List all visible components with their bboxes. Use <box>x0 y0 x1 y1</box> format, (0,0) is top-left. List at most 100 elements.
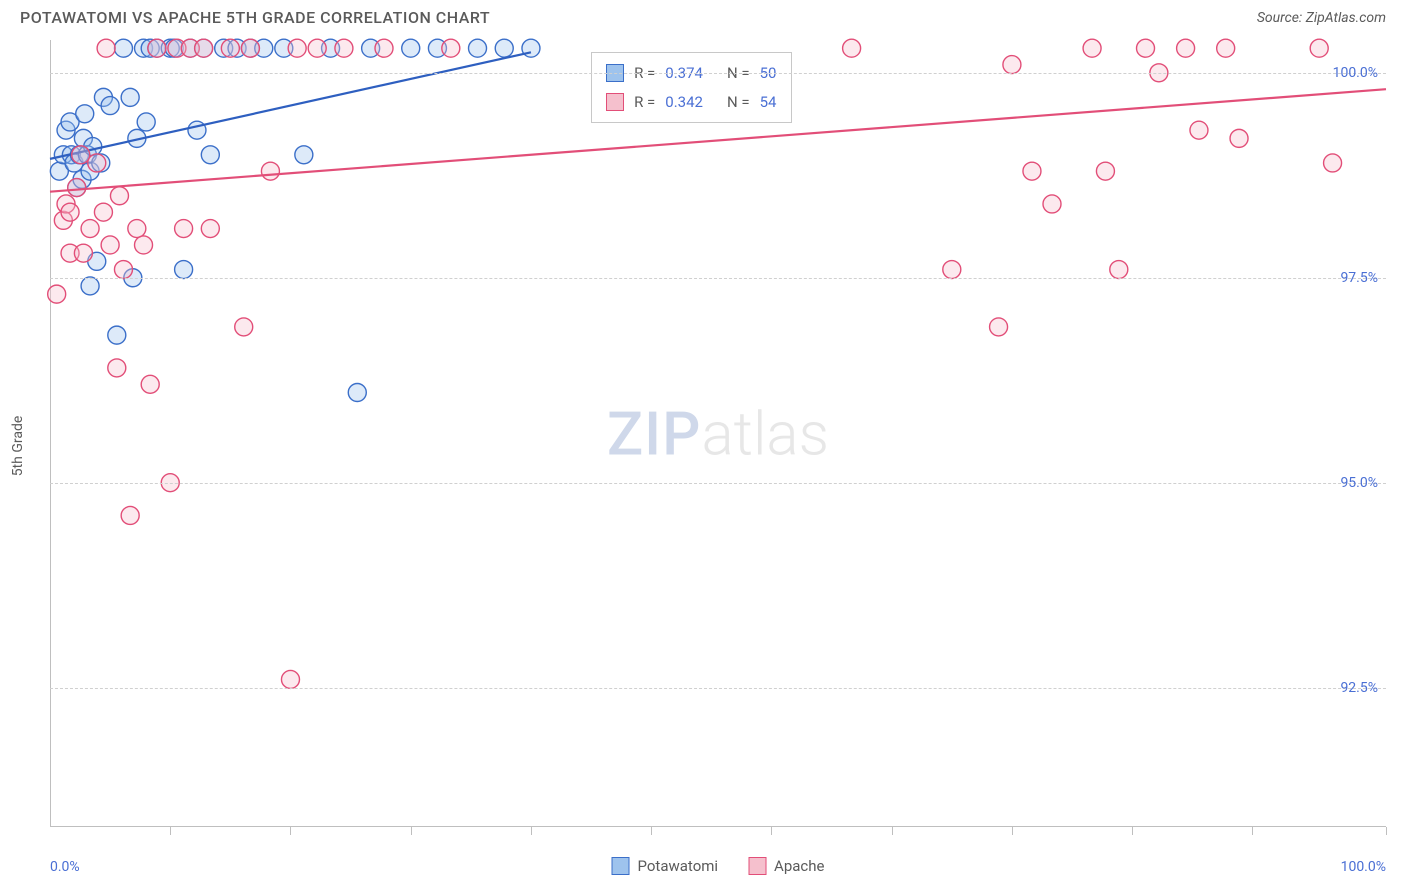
y-tick-label: 92.5% <box>1340 680 1378 696</box>
correlation-legend: R = 0.374N = 50R = 0.342N = 54 <box>591 52 791 123</box>
scatter-point <box>1190 121 1208 139</box>
scatter-point <box>88 154 106 172</box>
x-tick <box>290 827 291 835</box>
scatter-point <box>990 318 1008 336</box>
scatter-point <box>295 146 313 164</box>
x-tick-label: 100.0% <box>1341 859 1386 875</box>
scatter-point <box>1177 39 1195 57</box>
legend-r-label: R = <box>634 88 655 117</box>
x-tick <box>531 827 532 835</box>
y-axis-title: 5th Grade <box>10 416 26 477</box>
legend-swatch <box>748 857 766 875</box>
x-tick <box>1386 827 1387 835</box>
scatter-point <box>402 39 420 57</box>
x-tick <box>771 827 772 835</box>
gridline-h <box>50 73 1386 74</box>
legend-n-value: 54 <box>760 88 777 117</box>
scatter-point <box>1096 162 1114 180</box>
scatter-point <box>1043 195 1061 213</box>
scatter-point <box>1230 129 1248 147</box>
legend-swatch <box>606 93 624 111</box>
bottom-legend-item: Potawatomi <box>612 857 719 875</box>
scatter-point <box>221 39 239 57</box>
legend-swatch <box>612 857 630 875</box>
x-tick <box>411 827 412 835</box>
series-legend: Potawatomi Apache <box>612 857 825 875</box>
y-tick-label: 100.0% <box>1333 65 1378 81</box>
scatter-point <box>241 39 259 57</box>
scatter-overlay <box>50 40 1386 827</box>
scatter-point <box>442 39 460 57</box>
scatter-point <box>1110 261 1128 279</box>
scatter-point <box>201 220 219 238</box>
scatter-point <box>235 318 253 336</box>
x-tick-label: 0.0% <box>50 859 80 875</box>
scatter-point <box>469 39 487 57</box>
scatter-point <box>61 203 79 221</box>
scatter-point <box>48 285 66 303</box>
scatter-point <box>97 39 115 57</box>
legend-n-label: N = <box>727 88 750 117</box>
trend-line <box>50 52 531 159</box>
scatter-point <box>495 39 513 57</box>
scatter-point <box>135 236 153 254</box>
scatter-point <box>108 359 126 377</box>
scatter-point <box>261 162 279 180</box>
scatter-point <box>72 146 90 164</box>
y-tick-label: 95.0% <box>1340 475 1378 491</box>
scatter-point <box>288 39 306 57</box>
scatter-point <box>114 39 132 57</box>
legend-r-value: 0.342 <box>665 88 703 117</box>
gridline-h <box>50 278 1386 279</box>
scatter-point <box>201 146 219 164</box>
scatter-point <box>175 220 193 238</box>
scatter-point <box>175 261 193 279</box>
chart-title: POTAWATOMI VS APACHE 5TH GRADE CORRELATI… <box>20 8 490 27</box>
x-tick <box>1132 827 1133 835</box>
scatter-point <box>110 187 128 205</box>
scatter-point <box>74 244 92 262</box>
scatter-point <box>1137 39 1155 57</box>
scatter-point <box>128 220 146 238</box>
scatter-point <box>141 375 159 393</box>
chart-plot-area: ZIPatlas R = 0.374N = 50R = 0.342N = 54 … <box>50 40 1386 827</box>
x-tick <box>892 827 893 835</box>
scatter-point <box>114 261 132 279</box>
x-tick <box>1252 827 1253 835</box>
chart-source: Source: ZipAtlas.com <box>1257 10 1386 26</box>
scatter-point <box>68 179 86 197</box>
legend-row: R = 0.342 N = 54 <box>606 88 776 117</box>
scatter-point <box>335 39 353 57</box>
scatter-point <box>108 326 126 344</box>
scatter-point <box>121 506 139 524</box>
scatter-point <box>281 670 299 688</box>
x-tick <box>1012 827 1013 835</box>
scatter-point <box>943 261 961 279</box>
scatter-point <box>348 384 366 402</box>
scatter-point <box>195 39 213 57</box>
y-tick-label: 97.5% <box>1340 270 1378 286</box>
scatter-point <box>1083 39 1101 57</box>
scatter-point <box>1023 162 1041 180</box>
scatter-point <box>76 105 94 123</box>
scatter-point <box>137 113 155 131</box>
chart-header: POTAWATOMI VS APACHE 5TH GRADE CORRELATI… <box>0 0 1406 31</box>
bottom-legend-label: Apache <box>774 857 824 875</box>
x-tick <box>170 827 171 835</box>
scatter-point <box>81 220 99 238</box>
bottom-legend-item: Apache <box>748 857 824 875</box>
scatter-point <box>101 97 119 115</box>
scatter-point <box>94 203 112 221</box>
gridline-h <box>50 483 1386 484</box>
gridline-h <box>50 688 1386 689</box>
scatter-point <box>148 39 166 57</box>
scatter-point <box>375 39 393 57</box>
scatter-point <box>843 39 861 57</box>
scatter-point <box>1003 56 1021 74</box>
bottom-legend-label: Potawatomi <box>638 857 719 875</box>
scatter-point <box>81 277 99 295</box>
scatter-point <box>1217 39 1235 57</box>
scatter-point <box>308 39 326 57</box>
scatter-point <box>1310 39 1328 57</box>
scatter-point <box>101 236 119 254</box>
